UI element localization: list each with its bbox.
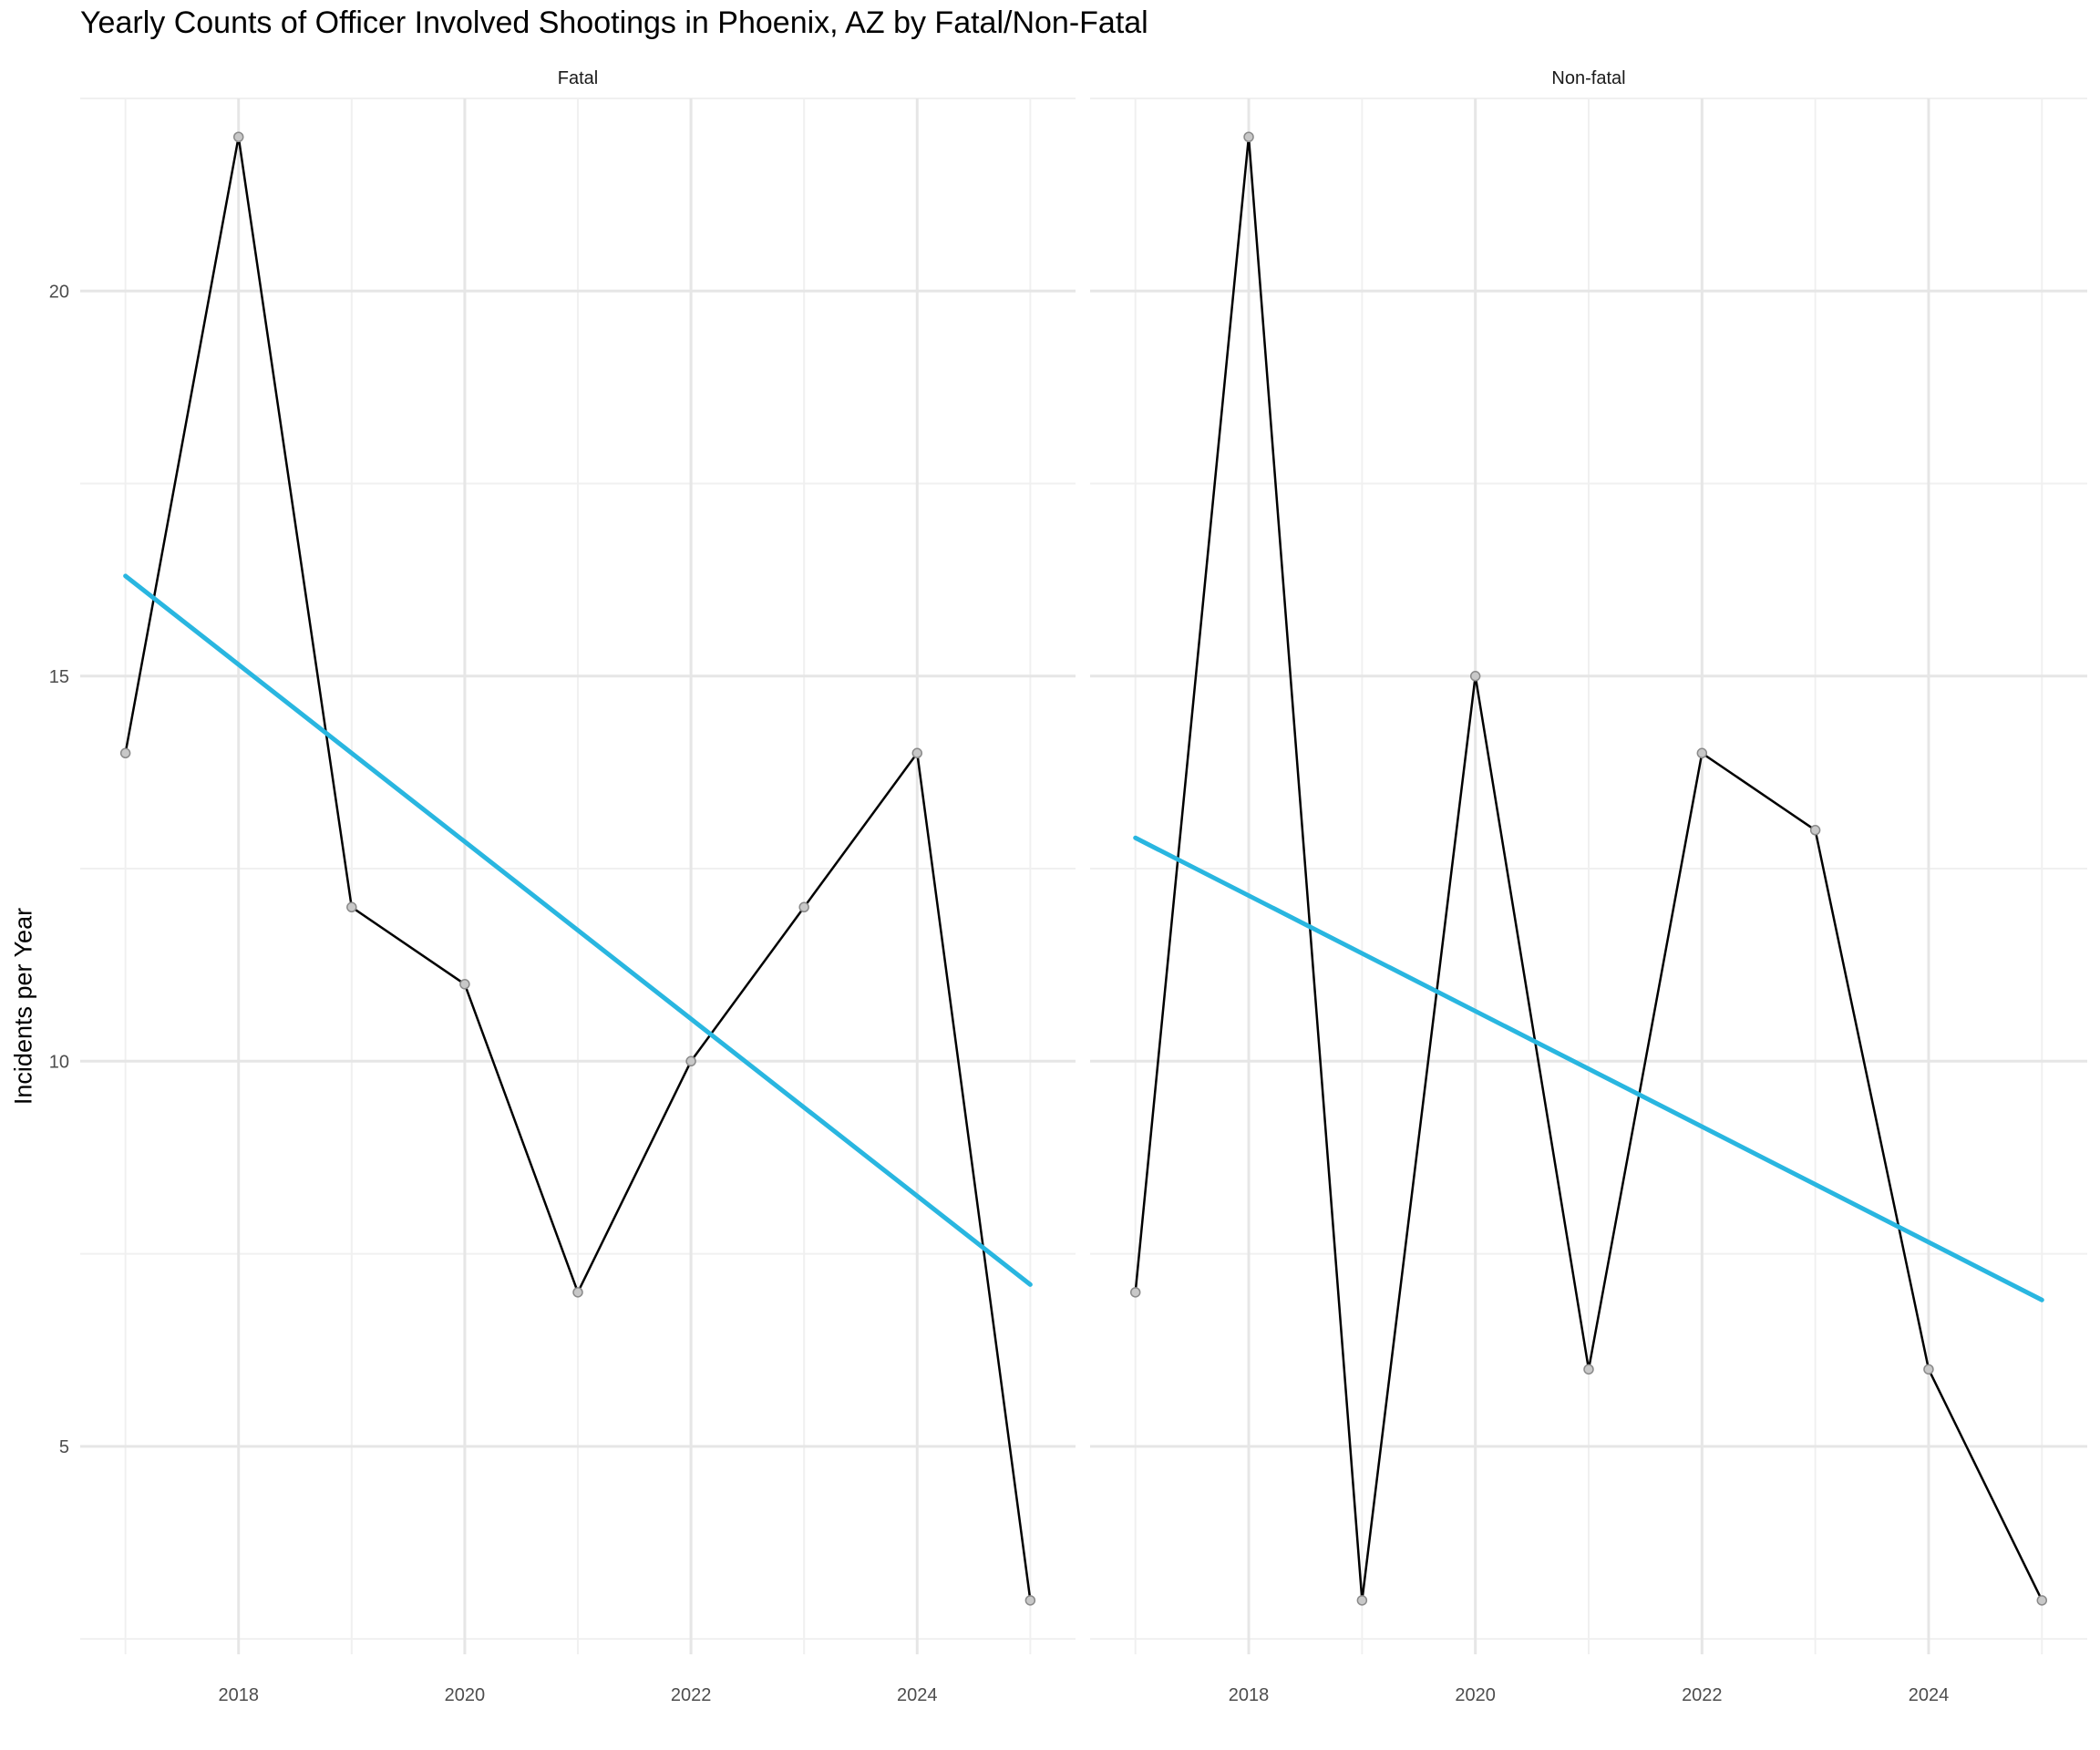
data-point <box>572 1287 583 1298</box>
chart-title: Yearly Counts of Officer Involved Shooti… <box>80 5 1148 40</box>
x-tick-label: 2022 <box>1682 1685 1723 1705</box>
facet-label: Fatal <box>558 68 598 88</box>
x-tick-label: 2020 <box>1455 1685 1496 1705</box>
data-point <box>119 747 131 759</box>
data-point <box>1243 131 1254 143</box>
y-tick-label: 20 <box>49 282 69 302</box>
x-tick-label: 2024 <box>1909 1685 1950 1705</box>
data-point <box>1583 1364 1594 1375</box>
data-point <box>685 1055 696 1067</box>
x-tick-label: 2018 <box>218 1685 259 1705</box>
y-tick-label: 10 <box>49 1052 69 1072</box>
data-point <box>459 979 470 990</box>
data-point <box>911 747 923 759</box>
x-tick-label: 2020 <box>445 1685 486 1705</box>
x-tick-label: 2024 <box>897 1685 938 1705</box>
data-point <box>1024 1595 1036 1606</box>
data-point <box>232 131 244 143</box>
facet-label: Non-fatal <box>1551 68 1625 88</box>
trend-line <box>1133 835 2044 1302</box>
data-point <box>1469 671 1481 682</box>
data-point <box>798 901 809 913</box>
trend-line <box>123 573 1033 1287</box>
data-point <box>1923 1364 1934 1375</box>
data-point <box>346 901 357 913</box>
data-point <box>2036 1595 2048 1606</box>
data-point <box>1356 1595 1368 1606</box>
y-tick-label: 5 <box>59 1437 69 1457</box>
x-tick-label: 2018 <box>1229 1685 1270 1705</box>
data-point <box>1696 747 1708 759</box>
data-point <box>1809 825 1821 836</box>
x-tick-label: 2022 <box>671 1685 712 1705</box>
y-tick-label: 15 <box>49 667 69 687</box>
data-point <box>1129 1287 1141 1298</box>
